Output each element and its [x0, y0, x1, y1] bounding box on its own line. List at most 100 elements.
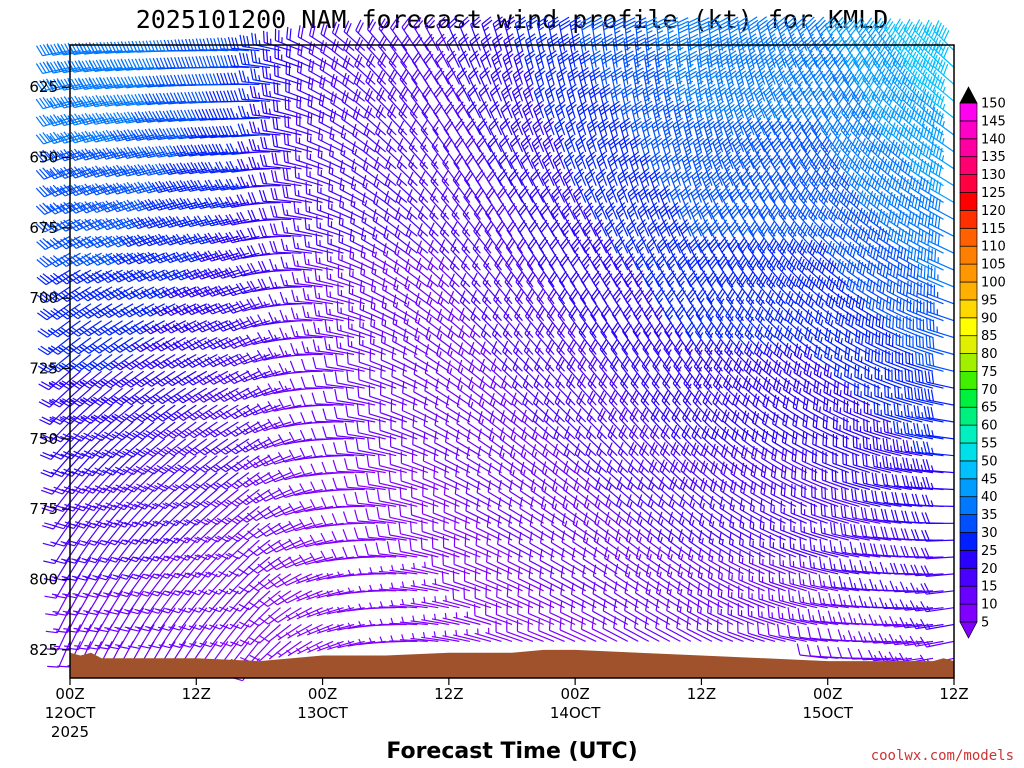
wind-barb — [375, 121, 397, 153]
wind-barb — [193, 233, 229, 245]
wind-barb — [38, 370, 71, 391]
wind-barb — [79, 370, 113, 389]
wind-barb — [872, 69, 892, 102]
wind-barb — [532, 391, 555, 423]
wind-barb — [596, 442, 618, 474]
wind-barb — [172, 303, 208, 316]
wind-barb — [323, 355, 355, 372]
wind-barb — [296, 77, 323, 102]
wind-barb — [258, 225, 292, 238]
wind-barb — [587, 100, 600, 136]
wind-barb — [512, 340, 534, 372]
wind-barb — [924, 388, 955, 406]
wind-barb — [109, 182, 144, 195]
wind-barb — [629, 134, 642, 169]
wind-barb — [217, 522, 250, 543]
colorbar-swatch — [959, 442, 978, 462]
wind-barb — [130, 216, 165, 230]
wind-barb — [293, 201, 323, 220]
wind-barb — [306, 129, 334, 153]
colorbar-swatch — [959, 353, 978, 372]
wind-barb — [288, 502, 323, 514]
wind-barb — [417, 223, 439, 254]
wind-barb — [35, 167, 71, 180]
wind-barb — [204, 353, 239, 368]
wind-barb — [189, 624, 218, 648]
wind-barb — [172, 337, 208, 351]
wind-barb — [225, 370, 260, 385]
wind-barb — [575, 425, 597, 457]
wind-barb — [315, 250, 344, 271]
wind-barb — [459, 290, 481, 322]
wind-barb — [320, 22, 344, 52]
wind-barb — [133, 455, 166, 475]
wind-barb — [304, 234, 334, 254]
wind-barb — [141, 145, 176, 159]
wind-barb — [696, 617, 723, 642]
wind-barb — [168, 607, 197, 631]
terrain-fill — [70, 649, 954, 678]
wind-barb — [258, 207, 292, 220]
wind-barb — [215, 387, 250, 403]
wind-barb — [267, 436, 302, 447]
wind-barb — [682, 390, 702, 423]
wind-barb — [672, 117, 685, 153]
wind-barb — [246, 404, 281, 416]
wind-barb — [457, 50, 471, 85]
colorbar-swatch — [959, 567, 978, 587]
wind-barb — [67, 148, 102, 161]
wind-barb — [469, 33, 481, 68]
wind-barb — [459, 307, 481, 339]
wind-barb — [274, 46, 302, 69]
wind-barb — [395, 207, 418, 237]
wind-barb — [648, 476, 671, 507]
wind-barb — [637, 476, 660, 507]
wind-barb — [204, 337, 239, 350]
wind-barb — [119, 199, 155, 212]
wind-barb — [284, 97, 313, 119]
wind-barb — [238, 88, 271, 102]
wind-barb — [485, 627, 513, 642]
wind-barb — [489, 100, 503, 136]
wind-barb — [662, 100, 676, 136]
wind-barb — [162, 286, 197, 299]
wind-barb — [154, 489, 187, 510]
colorbar-swatch — [959, 210, 978, 229]
wind-barb — [281, 203, 313, 220]
wind-barb — [246, 438, 281, 451]
credit-link[interactable]: coolwx.com/models — [871, 748, 1014, 764]
wind-barb — [38, 387, 71, 408]
wind-barb — [269, 223, 302, 237]
wind-barb — [112, 438, 145, 458]
wind-barb — [88, 183, 123, 196]
wind-barb — [448, 308, 471, 339]
colorbar-swatch — [959, 156, 978, 175]
colorbar-label: 45 — [981, 472, 998, 487]
wind-barb — [584, 477, 608, 507]
wind-barb — [162, 370, 197, 387]
wind-barb — [489, 83, 503, 119]
wind-barb — [259, 172, 292, 187]
wind-barb — [661, 117, 675, 153]
wind-barb — [248, 121, 281, 136]
wind-barb — [269, 240, 302, 254]
wind-barb — [225, 421, 260, 437]
wind-barb — [913, 19, 934, 52]
colorbar-label: 60 — [981, 419, 998, 434]
wind-barb — [345, 405, 376, 423]
wind-barb — [738, 567, 765, 592]
wind-barb — [188, 607, 218, 631]
wind-barb — [98, 165, 134, 178]
wind-barb — [830, 136, 850, 170]
wind-barb — [421, 561, 450, 575]
wind-barb — [175, 489, 208, 509]
colorbar-label: 120 — [981, 204, 1006, 219]
wind-barb — [157, 607, 187, 631]
wind-barb — [717, 584, 744, 609]
wind-barb — [226, 90, 260, 102]
wind-barb — [172, 216, 207, 228]
wind-barb — [305, 623, 334, 636]
wind-barb — [448, 290, 471, 322]
wind-barb — [67, 131, 102, 144]
wind-barb — [416, 257, 439, 288]
